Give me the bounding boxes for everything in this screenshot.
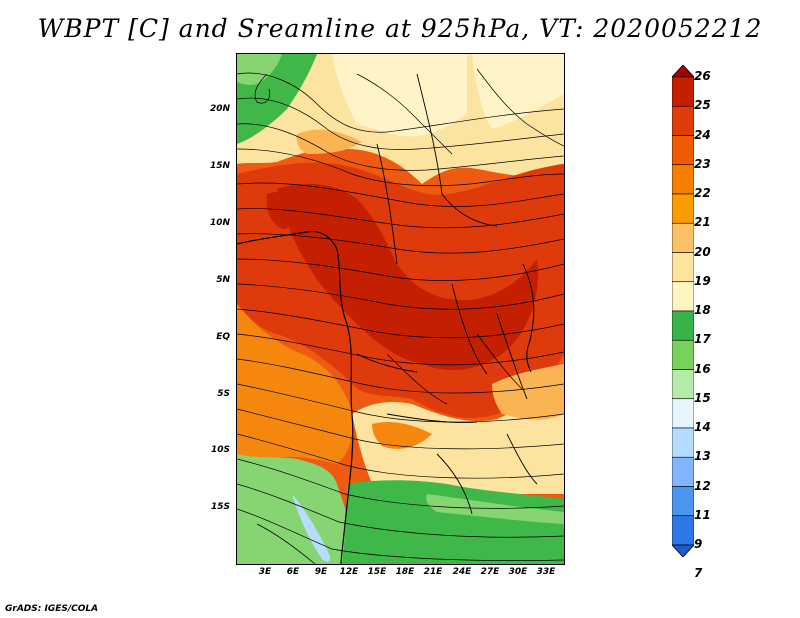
sahel-cream-patch [332,54,467,137]
colorbar-swatch [671,281,695,312]
map-panel [236,53,565,565]
lon-label: 27E [480,567,500,577]
colorbar-label: 7 [694,566,703,581]
western-hot-spot [266,192,299,229]
lat-label: 10N [209,218,230,228]
footer-credit: GrADS: IGES/COLA [5,604,99,614]
lon-label: 12E [339,567,359,577]
east-africa-orange [492,364,564,420]
lon-label: 18E [395,567,415,577]
lat-label: 10S [210,445,230,455]
colorbar-swatch [671,164,695,195]
colorbar-top-arrow [671,64,695,78]
lon-label: 3E [258,567,272,577]
colorbar-swatch [671,398,695,429]
colorbar [671,64,695,558]
northwest-light-green [237,54,282,85]
southwest-light-green [237,454,354,564]
lon-label: 15E [367,567,387,577]
lat-label: 15N [209,161,230,171]
west-africa-orange-band [296,129,362,154]
west-africa-coastline [237,230,354,564]
colorbar-label: 20 [694,244,711,259]
northeast-cream-patch [472,54,564,129]
colorbar-swatch [671,369,695,400]
southern-pale-region [352,374,564,494]
colorbar-swatch [671,515,695,546]
colorbar-swatch [671,105,695,136]
colorbar-label: 21 [694,215,711,230]
colorbar-swatch [671,222,695,253]
colorbar-swatch [671,456,695,487]
colorbar-label: 18 [694,303,711,317]
lat-label: 15S [210,502,230,512]
colorbar-label: 25 [694,98,711,113]
colorbar-graphic [671,64,695,558]
colorbar-swatch [671,310,695,341]
lat-label: 20N [209,104,230,114]
colorbar-label: 12 [694,478,711,493]
colorbar-label: 17 [694,332,711,347]
lon-label: 24E [452,567,472,577]
colorbar-label: 16 [694,361,711,376]
hottest-core [277,183,538,370]
colorbar-label: 14 [694,420,711,434]
lon-label: 30E [508,567,528,577]
colorbar-swatch [671,252,695,283]
colorbar-label: 13 [694,449,711,464]
country-borders [356,73,538,515]
colorbar-swatch [671,193,695,224]
colorbar-label: 26 [694,69,711,83]
lon-label: 33E [536,567,556,577]
colorbar-swatch [671,339,695,370]
colorbar-label: 9 [694,537,703,551]
colorbar-label: 19 [694,273,711,288]
colorbar-bottom-arrow [671,544,695,558]
lon-label: 21E [423,567,443,577]
southern-green-region [342,480,564,564]
lake-outline [522,263,535,373]
colorbar-label: 15 [694,390,711,405]
colorbar-swatch [671,486,695,517]
lat-label: 5N [216,275,230,285]
colorbar-swatch [671,427,695,458]
colorbar-swatch [671,135,695,166]
lat-label: EQ [216,332,230,342]
colorbar-label: 24 [694,127,711,142]
colorbar-label: 23 [694,156,711,171]
coastal-blue-streak [292,494,331,562]
colorbar-label: 11 [694,507,711,522]
lon-label: 6E [286,567,300,577]
colorbar-swatch [671,76,695,107]
angola-orange-patch [372,422,432,449]
southern-light-green-band [426,494,564,524]
southwest-ocean-orange [237,304,353,464]
lon-label: 9E [314,567,328,577]
chart-title: WBPT [C] and Sreamline at 925hPa, VT: 20… [37,14,763,43]
wbpt-map [237,54,564,564]
lat-label: 5S [217,389,230,399]
colorbar-label: 22 [694,186,711,200]
streamlines [237,68,564,564]
